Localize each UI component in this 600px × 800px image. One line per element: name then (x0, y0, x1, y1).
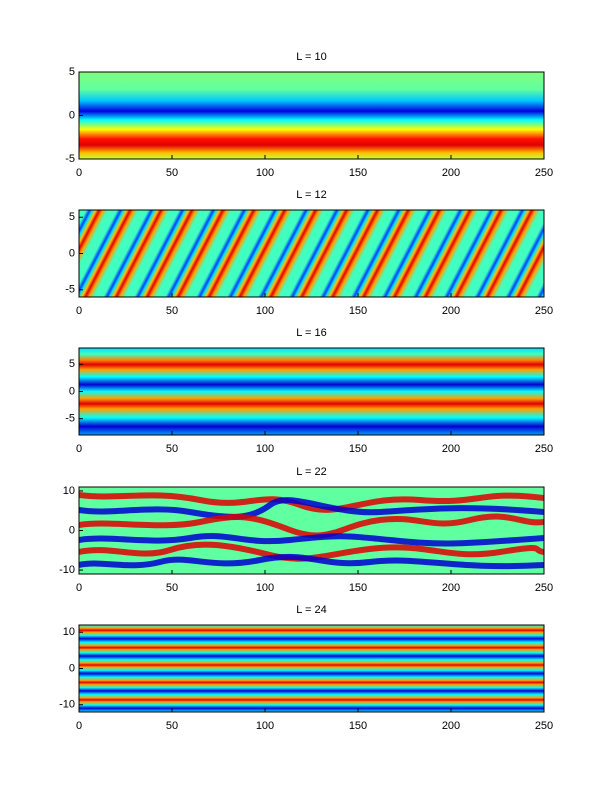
x-tick-label: 0 (76, 443, 82, 455)
x-tick-label: 200 (442, 167, 460, 179)
x-tick-label: 100 (256, 582, 274, 594)
panel-title: L = 12 (296, 189, 326, 201)
x-tick-label: 100 (256, 305, 274, 317)
y-tick-label: -10 (59, 699, 75, 711)
x-tick-label: 150 (349, 305, 367, 317)
y-tick-label: 10 (63, 626, 75, 638)
panel-title: L = 22 (296, 466, 326, 478)
field-stripe (79, 492, 544, 513)
x-tick-label: 250 (535, 305, 553, 317)
x-tick-label: 150 (349, 720, 367, 732)
panel (79, 72, 544, 159)
y-tick-label: 0 (69, 247, 75, 259)
x-tick-label: 50 (166, 582, 178, 594)
x-tick-label: 100 (256, 443, 274, 455)
x-tick-label: 150 (349, 167, 367, 179)
y-tick-label: 5 (69, 358, 75, 370)
panel (79, 487, 544, 574)
field-stripe (79, 497, 544, 520)
panel-title: L = 24 (296, 604, 326, 616)
x-tick-label: 50 (166, 720, 178, 732)
x-tick-label: 50 (166, 305, 178, 317)
x-tick-label: 100 (256, 167, 274, 179)
x-tick-label: 250 (535, 167, 553, 179)
y-tick-label: 10 (63, 485, 75, 497)
y-tick-label: 0 (69, 385, 75, 397)
x-tick-label: 50 (166, 167, 178, 179)
x-tick-label: 150 (349, 582, 367, 594)
x-tick-label: 200 (442, 582, 460, 594)
x-tick-label: 200 (442, 305, 460, 317)
x-tick-label: 0 (76, 720, 82, 732)
y-tick-label: -5 (65, 284, 75, 296)
y-tick-label: 0 (69, 524, 75, 536)
y-tick-label: -5 (65, 413, 75, 425)
y-tick-label: 0 (69, 662, 75, 674)
y-tick-label: 5 (69, 66, 75, 78)
panel-title: L = 16 (296, 327, 326, 339)
panel (79, 210, 544, 297)
panel-title: L = 10 (296, 51, 326, 63)
x-tick-label: 250 (535, 582, 553, 594)
x-tick-label: 250 (535, 443, 553, 455)
x-tick-label: 0 (76, 582, 82, 594)
field (79, 210, 544, 297)
y-tick-label: 0 (69, 109, 75, 121)
x-tick-label: 200 (442, 443, 460, 455)
x-tick-label: 200 (442, 720, 460, 732)
field (79, 348, 544, 435)
field-stripe (79, 553, 544, 570)
field (79, 72, 544, 159)
y-tick-label: -5 (65, 153, 75, 165)
x-tick-label: 150 (349, 443, 367, 455)
panel (79, 348, 544, 435)
panel (79, 625, 544, 712)
y-tick-label: 5 (69, 211, 75, 223)
y-tick-label: -10 (59, 564, 75, 576)
x-tick-label: 250 (535, 720, 553, 732)
x-tick-label: 0 (76, 305, 82, 317)
field (79, 625, 544, 712)
field-stripe (79, 541, 544, 562)
x-tick-label: 100 (256, 720, 274, 732)
x-tick-label: 0 (76, 167, 82, 179)
x-tick-label: 50 (166, 443, 178, 455)
field-stripe (79, 533, 544, 547)
